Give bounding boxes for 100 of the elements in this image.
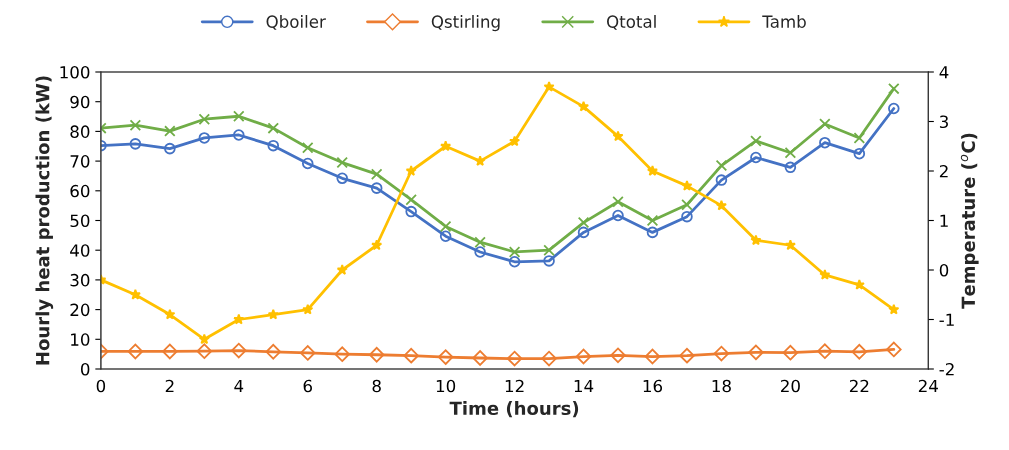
point — [575, 348, 592, 365]
x-tick-label: 22 — [849, 379, 869, 393]
point — [646, 214, 659, 227]
point — [851, 343, 868, 360]
legend-label: Tamb — [762, 15, 806, 28]
point — [543, 244, 555, 256]
point — [784, 161, 797, 174]
point — [233, 313, 245, 325]
point — [164, 125, 176, 137]
point — [888, 303, 900, 315]
point — [129, 288, 141, 300]
y-tick-label: 60 — [70, 184, 90, 198]
y-tick-label: 40 — [70, 244, 90, 257]
point — [679, 347, 695, 364]
point — [474, 155, 486, 166]
point — [267, 122, 280, 134]
point — [368, 346, 385, 363]
point — [265, 343, 282, 360]
y-tick-label: 0 — [80, 362, 90, 376]
point — [543, 81, 555, 92]
y-axis-title: Hourly heat production (kW) — [35, 76, 54, 365]
y-tick-label: 10 — [71, 333, 90, 346]
point — [508, 246, 521, 258]
point — [543, 255, 555, 267]
point — [371, 239, 383, 251]
y-tick-label: 70 — [70, 155, 90, 168]
point — [233, 129, 245, 141]
x-tick-label: 20 — [781, 379, 800, 393]
point — [439, 230, 452, 243]
point — [646, 226, 659, 239]
point — [715, 174, 728, 186]
y2-tick-label: 1 — [940, 214, 948, 227]
point — [198, 132, 211, 144]
point — [644, 348, 661, 365]
point — [681, 198, 693, 211]
x-tick-label: 14 — [574, 379, 594, 393]
point — [886, 341, 902, 358]
x-tick-label: 18 — [712, 379, 731, 393]
x-tick-label: 0 — [96, 379, 106, 393]
point — [472, 350, 488, 366]
point — [506, 350, 523, 367]
point — [129, 138, 142, 150]
point — [334, 346, 350, 362]
x-tick-label: 12 — [505, 379, 524, 393]
point — [612, 209, 624, 222]
point — [301, 141, 314, 154]
x-tick-label: 4 — [234, 379, 244, 393]
legend-label: Qtotal — [607, 15, 656, 30]
point — [267, 139, 280, 152]
point — [888, 82, 900, 95]
point — [231, 342, 247, 359]
x-tick-label: 2 — [165, 379, 174, 393]
point — [782, 344, 799, 361]
point — [302, 303, 314, 315]
point — [819, 118, 831, 130]
point — [336, 172, 348, 185]
point — [509, 135, 521, 147]
point — [713, 345, 730, 362]
point — [750, 151, 762, 164]
point — [198, 113, 211, 125]
point — [577, 216, 590, 229]
point — [577, 226, 590, 239]
x-tick-label: 10 — [436, 379, 456, 393]
point — [403, 347, 419, 364]
y2-axis-title: Temperature ($^{o}$C) — [960, 133, 979, 309]
point — [267, 308, 279, 320]
point — [508, 256, 521, 268]
point — [439, 220, 452, 233]
point — [612, 196, 624, 208]
point — [299, 345, 316, 361]
point — [888, 102, 900, 115]
point — [541, 350, 557, 367]
point — [474, 236, 486, 248]
point — [370, 182, 383, 194]
point — [336, 264, 348, 275]
y-tick-label: 50 — [70, 214, 90, 228]
point — [440, 140, 452, 152]
point — [750, 234, 762, 246]
point — [405, 165, 417, 176]
x-tick-label: 6 — [303, 379, 312, 393]
point — [784, 239, 796, 251]
legend-label: Qboiler — [266, 15, 326, 30]
y2-tick-label: 4 — [939, 66, 949, 79]
y2-tick-label: 2 — [939, 164, 948, 178]
point — [819, 136, 831, 149]
y-tick-label: 30 — [70, 273, 90, 287]
point — [127, 343, 144, 360]
point — [610, 347, 626, 364]
point — [853, 147, 866, 160]
point — [646, 165, 659, 176]
point — [164, 308, 176, 320]
point — [715, 159, 728, 172]
point — [162, 343, 178, 360]
point — [198, 333, 210, 345]
legend-label: Qstirling — [431, 15, 500, 32]
point — [715, 199, 727, 211]
point — [405, 193, 417, 206]
point — [853, 132, 866, 144]
x-tick-label: 8 — [372, 379, 381, 393]
point — [750, 135, 762, 147]
